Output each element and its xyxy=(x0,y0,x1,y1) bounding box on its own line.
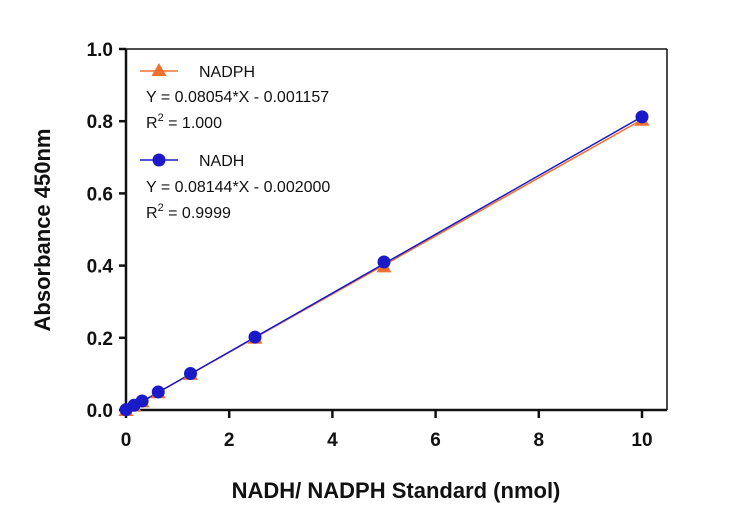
data-point-nadh xyxy=(135,394,149,408)
y-tick-label: 0.0 xyxy=(87,401,113,422)
r2-prefix-nadh: R xyxy=(146,205,158,222)
y-tick-label: 1.0 xyxy=(87,40,113,61)
data-point-nadh xyxy=(151,385,165,399)
x-tick-label: 2 xyxy=(224,430,235,451)
x-tick-label: 0 xyxy=(121,430,132,451)
plot-area xyxy=(124,48,668,412)
equation-nadph: Y = 0.08054*X - 0.001157 xyxy=(146,89,329,106)
legend: NADPH Y = 0.08054*X - 0.001157 R2 = 1.00… xyxy=(140,63,330,222)
y-tick-label: 0.8 xyxy=(87,112,113,133)
data-point-nadh xyxy=(635,110,649,124)
x-tick-label: 4 xyxy=(327,430,338,451)
y-tick-label: 0.4 xyxy=(87,257,114,278)
y-tick-label: 0.6 xyxy=(87,184,113,205)
r2-sup-nadph: 2 xyxy=(158,112,164,124)
r2-value-nadh: = 0.9999 xyxy=(164,205,231,222)
legend-triangle-icon xyxy=(151,63,167,76)
r2-prefix-nadph: R xyxy=(146,115,158,132)
r2-value-nadph: = 1.000 xyxy=(164,115,222,132)
legend-label-nadph: NADPH xyxy=(199,64,255,81)
r2-nadph: R2 = 1.000 xyxy=(146,112,222,132)
x-tick-label: 6 xyxy=(430,430,441,451)
y-tick-label: 0.2 xyxy=(87,329,113,350)
legend-item-nadph: NADPH Y = 0.08054*X - 0.001157 R2 = 1.00… xyxy=(140,63,329,132)
r2-sup-nadh: 2 xyxy=(158,202,164,214)
equation-nadh: Y = 0.08144*X - 0.002000 xyxy=(146,179,330,196)
data-point-nadh xyxy=(377,255,391,269)
x-tick-label: 8 xyxy=(534,430,545,451)
data-point-nadh xyxy=(248,330,262,344)
legend-circle-icon xyxy=(152,153,166,167)
y-axis-title: Absorbance 450nm xyxy=(30,129,55,332)
data-point-nadh xyxy=(184,367,197,381)
x-tick-label: 10 xyxy=(631,430,652,451)
x-axis-title: NADH/ NADPH Standard (nmol) xyxy=(232,478,561,503)
r2-nadh: R2 = 0.9999 xyxy=(146,202,231,222)
legend-label-nadh: NADH xyxy=(199,153,244,170)
legend-item-nadh: NADH Y = 0.08144*X - 0.002000 R2 = 0.999… xyxy=(140,153,330,222)
